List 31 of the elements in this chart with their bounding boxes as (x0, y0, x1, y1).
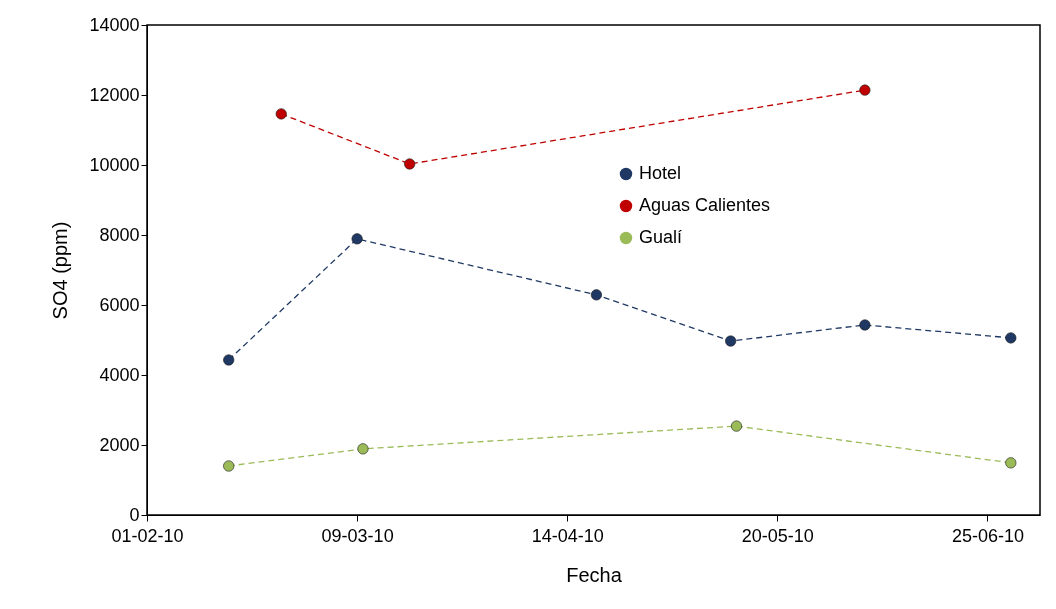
x-tick-label: 20-05-10 (741, 525, 814, 546)
point (223, 354, 235, 366)
point (725, 335, 737, 347)
y-tick-label: 4000 (99, 364, 140, 385)
y-tick-label: 0 (129, 504, 140, 525)
point (223, 460, 235, 472)
point (404, 158, 416, 170)
y-tick-label: 12000 (89, 84, 140, 105)
legend-label: Aguas Calientes (639, 195, 771, 215)
y-axis-title: SO4 (ppm) (49, 221, 72, 320)
y-tick-label: 14000 (89, 14, 140, 35)
legend-label: Gualí (639, 227, 683, 247)
x-tick-label: 14-04-10 (531, 525, 604, 546)
legend-label: Hotel (639, 163, 682, 183)
point (859, 319, 871, 331)
point (730, 420, 743, 432)
point (357, 443, 369, 455)
x-tick-label: 25-06-10 (951, 525, 1024, 546)
point (590, 289, 602, 301)
point (275, 108, 287, 120)
point (1005, 332, 1017, 344)
point (351, 233, 363, 245)
x-axis-title: Fecha (566, 563, 623, 586)
x-tick-label: 01-02-10 (111, 525, 184, 546)
point (859, 84, 871, 96)
y-tick-label: 2000 (99, 434, 140, 455)
x-tick-label: 09-03-10 (321, 525, 394, 546)
y-tick-label: 8000 (99, 224, 140, 245)
point (1005, 457, 1017, 469)
y-tick-label: 10000 (89, 154, 140, 175)
y-tick-label: 6000 (99, 294, 140, 315)
